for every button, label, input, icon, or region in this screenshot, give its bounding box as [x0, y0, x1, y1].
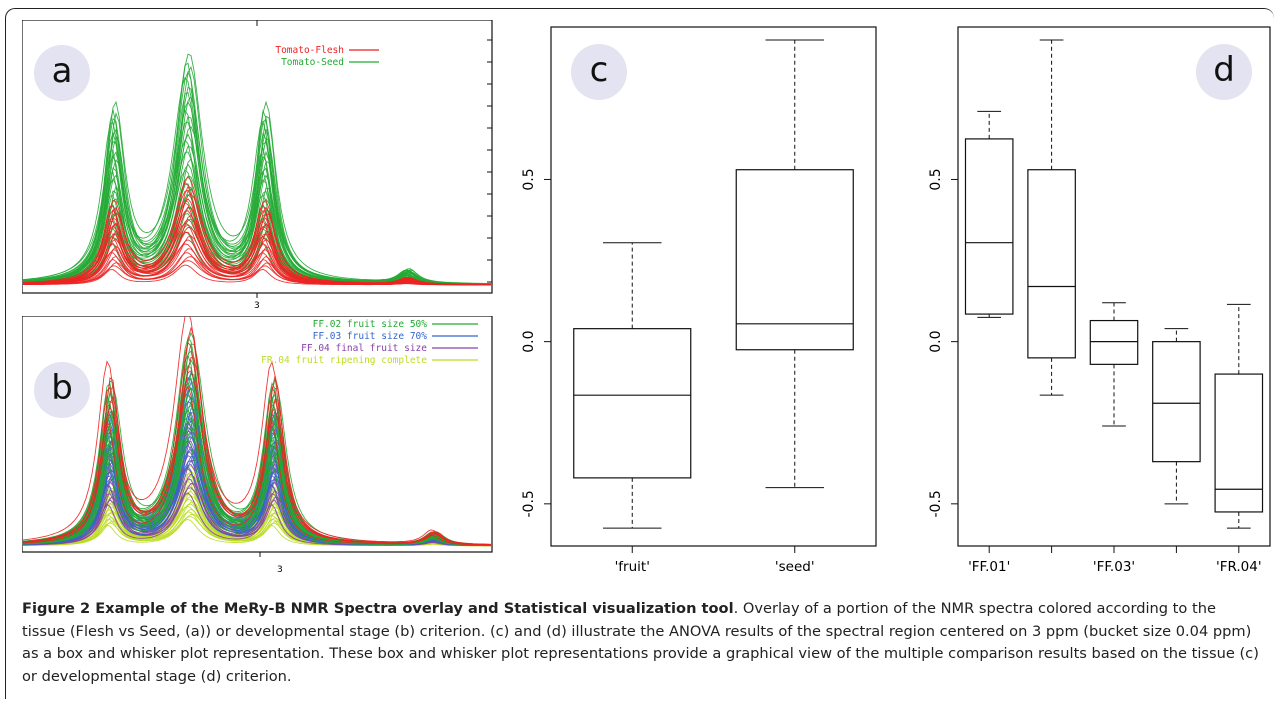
- y-tick-label: 0.0: [521, 331, 537, 353]
- box-body: [1152, 341, 1201, 463]
- figure-frame: [5, 8, 1274, 699]
- box-3: [1089, 302, 1139, 427]
- caption-title: Figure 2 Example of the MeRy-B NMR Spect…: [22, 600, 734, 617]
- legend-ff04: FF.04 final fruit size: [301, 343, 427, 354]
- panel-b-x-tick: 3: [277, 565, 283, 575]
- panel-d-boxplot: -0.5 0.0 0.5 'FF.01' 'FF.03' 'FR.04': [928, 26, 1271, 575]
- x-tick-label: 'FR.04': [1216, 559, 1262, 575]
- x-tick-label: 'seed': [775, 559, 815, 575]
- panel-b-curves: [22, 316, 492, 547]
- panel-a-x-tick: 3: [254, 301, 260, 311]
- box-body: [1089, 319, 1139, 365]
- box-5: [1214, 303, 1264, 529]
- box-body: [573, 328, 692, 479]
- box-2: [735, 39, 854, 489]
- caption-text: . Overlay of a portion of the NMR spectr…: [22, 600, 1259, 685]
- box-body: [735, 169, 854, 351]
- y-tick-label: -0.5: [928, 490, 944, 517]
- panel-c-boxplot: -0.5 0.0 0.5 'fruit' 'seed': [521, 26, 877, 575]
- legend-tomato-flesh: Tomato-Flesh: [275, 45, 344, 56]
- x-tick-label: 'fruit': [615, 559, 650, 575]
- panel-label-c: c: [571, 44, 627, 100]
- y-tick-label: 0.5: [521, 168, 537, 190]
- legend-fr04: FR.04 fruit ripening complete: [261, 355, 427, 366]
- x-tick-label: 'FF.01': [968, 559, 1010, 575]
- y-tick-label: -0.5: [521, 490, 537, 517]
- legend-ff03: FF.03 fruit size 70%: [313, 331, 428, 342]
- box-1: [573, 242, 692, 529]
- figure-caption: Figure 2 Example of the MeRy-B NMR Spect…: [22, 598, 1262, 688]
- panel-a-curves: [22, 53, 492, 286]
- box-body: [1027, 169, 1076, 359]
- legend-ff02: FF.02 fruit size 50%: [313, 319, 428, 330]
- panel-a-spectra: 3 Tomato-Flesh Tomato-Seed: [22, 20, 493, 311]
- box-body: [1214, 373, 1264, 513]
- x-tick-label: 'FF.03': [1093, 559, 1135, 575]
- legend-tomato-seed: Tomato-Seed: [281, 57, 344, 68]
- panel-a-legend: Tomato-Flesh Tomato-Seed: [275, 45, 379, 68]
- panel-b-legend: FF.02 fruit size 50% FF.03 fruit size 70…: [261, 319, 478, 366]
- panel-label-b: b: [34, 362, 90, 418]
- panel-b-spectra: 3 FF.02 fruit size 50% FF.03 fruit size …: [22, 316, 493, 575]
- y-tick-label: 0.0: [928, 331, 944, 353]
- panel-label-a: a: [34, 45, 90, 101]
- box-body: [964, 138, 1014, 315]
- box-1: [964, 110, 1014, 318]
- box-2: [1027, 39, 1076, 396]
- box-4: [1152, 328, 1201, 505]
- panel-label-d: d: [1196, 44, 1252, 100]
- y-tick-label: 0.5: [928, 168, 944, 190]
